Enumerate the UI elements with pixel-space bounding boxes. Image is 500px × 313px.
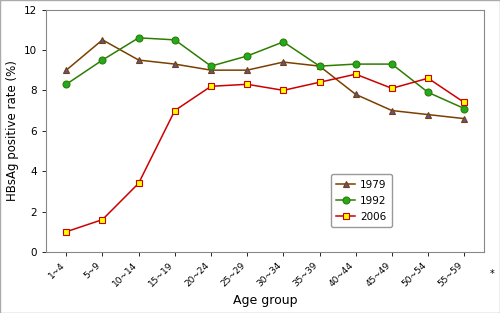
- 1992: [172, 38, 178, 42]
- 1979: [389, 109, 395, 112]
- 1992: [425, 90, 431, 94]
- 1992: [461, 107, 467, 110]
- Line: 1992: 1992: [63, 34, 468, 112]
- 1992: [244, 54, 250, 58]
- 1992: [352, 62, 358, 66]
- Y-axis label: HBsAg positive rate (%): HBsAg positive rate (%): [6, 60, 18, 201]
- Text: *: *: [490, 269, 494, 279]
- 1979: [64, 68, 70, 72]
- 1979: [136, 58, 141, 62]
- 1979: [352, 93, 358, 96]
- 1979: [244, 68, 250, 72]
- X-axis label: Age group: Age group: [233, 295, 298, 307]
- 1979: [316, 64, 322, 68]
- Line: 1979: 1979: [63, 36, 468, 122]
- 1979: [172, 62, 178, 66]
- 2006: [425, 76, 431, 80]
- 2006: [136, 181, 141, 185]
- 1979: [100, 38, 105, 42]
- 2006: [389, 86, 395, 90]
- 1992: [389, 62, 395, 66]
- Legend: 1979, 1992, 2006: 1979, 1992, 2006: [331, 174, 392, 227]
- 1979: [461, 117, 467, 121]
- 2006: [208, 85, 214, 88]
- 1979: [280, 60, 286, 64]
- 1979: [425, 113, 431, 116]
- 1992: [316, 64, 322, 68]
- 2006: [280, 89, 286, 92]
- 2006: [100, 218, 105, 222]
- 1992: [136, 36, 141, 40]
- 2006: [172, 109, 178, 112]
- 1992: [100, 58, 105, 62]
- 2006: [352, 72, 358, 76]
- 2006: [316, 80, 322, 84]
- 2006: [461, 100, 467, 104]
- 2006: [64, 230, 70, 233]
- Line: 2006: 2006: [63, 71, 468, 235]
- 1979: [208, 68, 214, 72]
- 2006: [244, 82, 250, 86]
- 1992: [280, 40, 286, 44]
- 1992: [208, 64, 214, 68]
- 1992: [64, 82, 70, 86]
